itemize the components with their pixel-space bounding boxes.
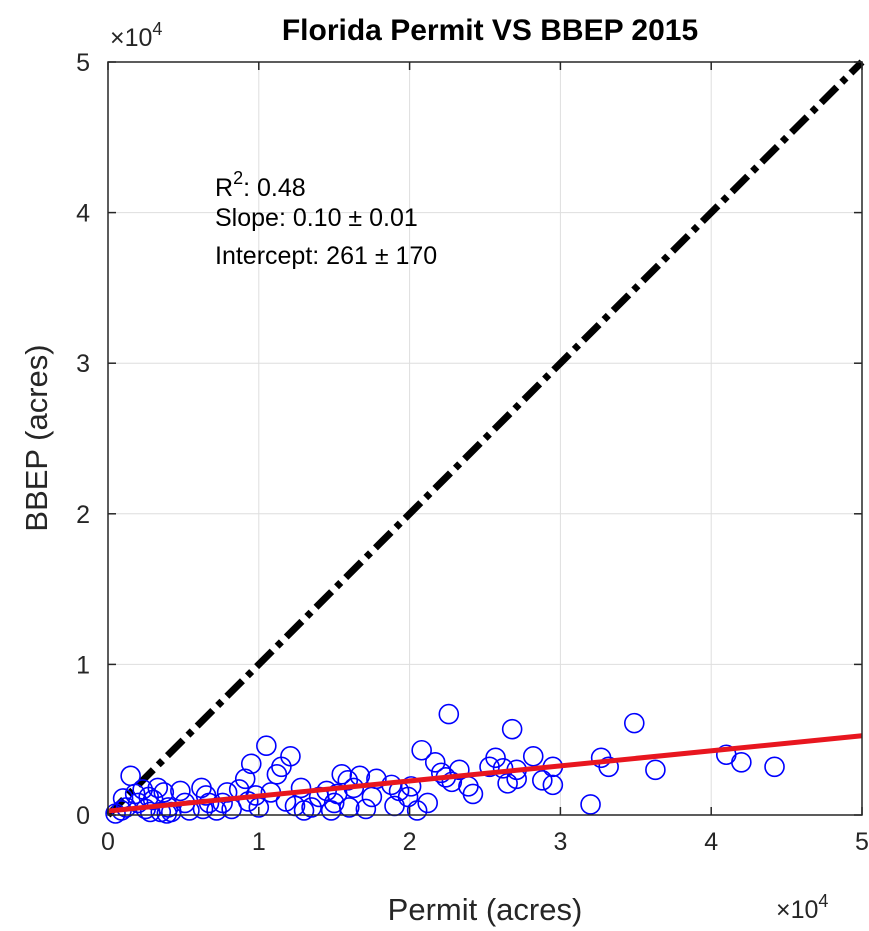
data-point [290,777,312,799]
x-axis-label: Permit (acres) [388,892,583,927]
data-point [361,786,383,808]
y-tick-label: 1 [76,651,90,679]
data-point [598,756,619,778]
data-point [438,703,460,725]
y-multiplier: ×104 [110,19,162,52]
annotation-r2: R2: 0.48 [215,168,306,202]
x-tick-label: 2 [403,828,417,856]
x-tick-label: 4 [704,828,718,856]
data-point [132,779,153,800]
data-point [406,800,428,821]
data-point [532,770,553,791]
y-tick-label: 2 [76,501,90,529]
data-point [462,783,484,805]
data-point [623,712,645,734]
data-point [411,739,432,761]
data-point [522,745,544,767]
fit-line [107,733,863,814]
chart-title: Florida Permit VS BBEP 2015 [282,14,698,47]
x-tick-label: 0 [101,828,115,856]
data-point [301,797,322,818]
y-tick-label: 3 [76,350,90,378]
data-point [237,791,259,812]
y-axis-label: BBEP (acres) [19,344,54,531]
x-tick-label: 3 [553,828,567,856]
data-point [501,718,523,740]
data-point [449,759,470,781]
data-point [170,780,191,802]
annotation-intercept: Intercept: 261 ± 170 [215,242,437,270]
data-point [355,798,377,820]
y-multiplier-exponent: 4 [152,19,162,39]
data-point [337,770,359,791]
y-tick-label: 5 [76,49,90,77]
x-tick-label: 5 [855,828,869,856]
grid [108,62,862,815]
data-point [400,776,422,797]
data-point [764,756,785,778]
fit-annotation: R2: 0.48 Slope: 0.10 ± 0.01 Intercept: 2… [215,168,437,270]
data-point [234,768,256,790]
data-point [256,735,277,757]
x-multiplier-exponent: 4 [818,891,828,911]
data-point [645,759,666,781]
y-tick-label: 4 [76,200,90,228]
data-point [323,792,345,814]
data-point [280,745,301,767]
data-point [417,792,438,814]
data-point [542,774,564,796]
one-to-one-line [105,59,865,818]
x-multiplier: ×104 [776,891,828,924]
data-point [731,751,752,773]
annotation-r2-superscript: 2 [233,168,243,188]
data-point [497,773,518,794]
x-tick-label: 1 [252,828,266,856]
data-point [485,747,506,769]
plot-box [107,61,863,816]
data-point [153,782,175,803]
data-point [424,751,446,773]
data-point [240,753,262,775]
data-point [580,794,601,815]
data-point [338,797,360,818]
fit-line-group [107,733,863,814]
one-to-one-line-group [105,59,865,818]
axis-ticks: 0 1 2 3 4 5 0 1 2 3 4 5 [76,49,869,856]
annotation-slope: Slope: 0.10 ± 0.01 [215,204,418,232]
y-tick-label: 0 [76,802,90,830]
data-point [216,782,238,803]
data-point [441,771,463,793]
data-point [139,801,161,823]
